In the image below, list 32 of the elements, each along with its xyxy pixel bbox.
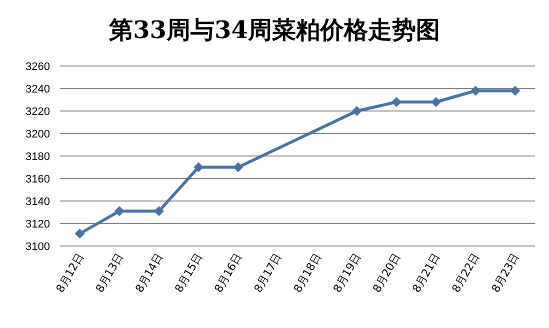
point <box>510 86 520 96</box>
y-tick-label: 3180 <box>26 151 50 163</box>
point <box>114 206 124 216</box>
x-tick-label: 8月23日 <box>489 251 522 295</box>
x-tick-label: 8月15日 <box>172 251 206 295</box>
x-tick-label: 8月17日 <box>252 251 284 295</box>
x-tick-label: 8月12日 <box>54 251 86 295</box>
y-tick-label: 3220 <box>26 106 50 118</box>
y-tick-label: 3260 <box>26 61 50 73</box>
x-tick-label: 8月22日 <box>449 251 482 295</box>
point <box>391 97 402 107</box>
x-tick-label: 8月21日 <box>410 251 443 295</box>
y-tick-label: 3100 <box>26 241 50 253</box>
y-tick-label: 3200 <box>26 128 50 140</box>
y-tick-label: 3160 <box>26 174 50 186</box>
x-tick-label: 8月18日 <box>291 251 324 295</box>
chart-title: 第33周与34周菜粕价格走势图 <box>108 15 440 44</box>
x-tick-label: 8月16日 <box>212 251 245 295</box>
x-tick-label: 8月13日 <box>93 251 126 295</box>
point <box>74 228 85 239</box>
point <box>470 86 481 96</box>
point <box>154 206 164 216</box>
y-tick-label: 3240 <box>26 84 50 96</box>
x-tick-label: 8月14日 <box>132 251 166 295</box>
point <box>352 106 362 116</box>
y-tick-label: 3120 <box>26 218 50 230</box>
point <box>431 97 442 107</box>
y-tick-label: 3140 <box>26 196 50 208</box>
point <box>194 162 204 172</box>
x-tick-label: 8月19日 <box>330 251 364 295</box>
point <box>233 162 244 172</box>
x-tick-label: 8月20日 <box>370 251 404 295</box>
